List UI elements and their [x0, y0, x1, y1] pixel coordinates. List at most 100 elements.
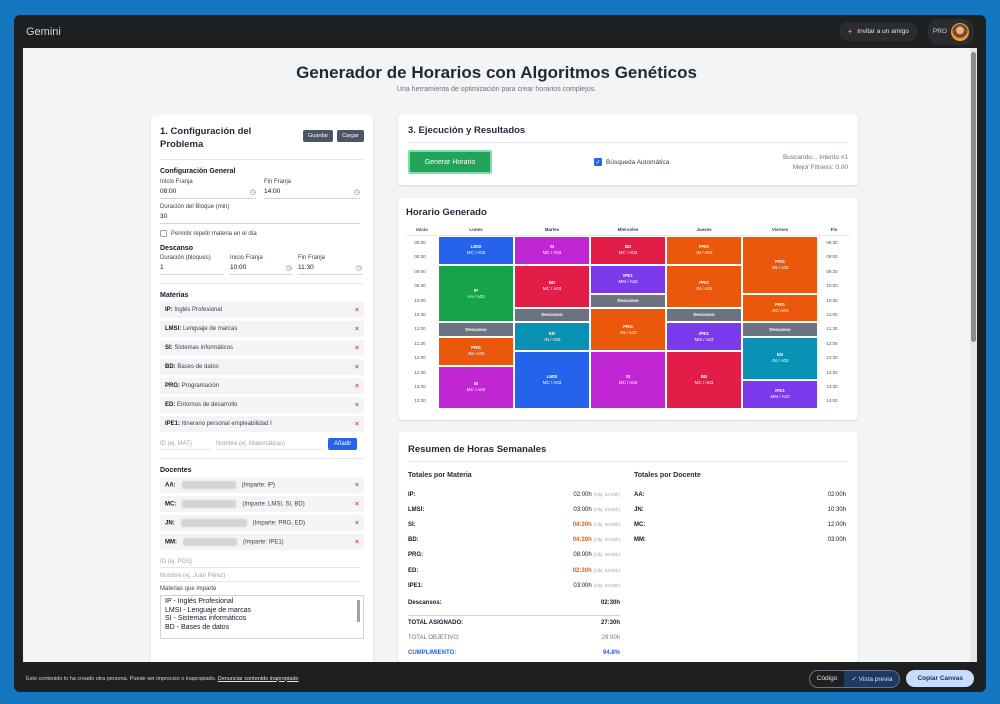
assigned-row: TOTAL ASIGNADO: 27:30h [408, 616, 620, 631]
start-time-cell: 10:00 [414, 297, 426, 303]
subject-item: BD: Bases de datos × [160, 359, 364, 375]
canvas-preview: Generador de Horarios con Algoritmos Gen… [23, 48, 977, 662]
auto-search-checkbox[interactable]: ✓ Búsqueda Automática [594, 158, 669, 166]
invite-friend-button[interactable]: + Invitar a un amigo [838, 22, 918, 41]
block-subject: SI [549, 244, 555, 250]
subject-item: ED: Entornos de desarrollo × [160, 397, 364, 413]
delete-icon[interactable]: × [354, 306, 359, 314]
teaches-option[interactable]: LMSI - Lenguaje de marcas [165, 606, 251, 614]
invite-label: Invitar a un amigo [857, 28, 909, 35]
block-subject: LMSI [470, 244, 482, 250]
scrollbar-thumb[interactable] [971, 52, 976, 342]
delete-icon[interactable]: × [354, 401, 359, 409]
subject-item: IPE1: Itinerario personal empleabilidad … [160, 416, 364, 432]
multiselect-scrollbar[interactable] [357, 600, 360, 622]
subject-target-value: (Obj: 02:00h) [593, 491, 620, 497]
block-teacher-room: JN / A03 [771, 307, 789, 313]
block-teacher-room: JN / A03 [771, 264, 789, 270]
delete-icon[interactable]: × [354, 481, 359, 489]
subject-totals-title: Totales por Materia [408, 472, 472, 479]
pro-label: PRO [932, 28, 947, 35]
block-duration-input[interactable]: 30 [160, 210, 360, 224]
break-start-input[interactable]: 10:00 ◷ [230, 261, 292, 275]
schedule-block: PRG JN / A03 [666, 264, 742, 308]
block-subject: ED [776, 352, 784, 358]
teaches-option[interactable]: IP - Inglés Profesional [165, 598, 234, 605]
generate-schedule-button[interactable]: Generar Horario [408, 150, 492, 174]
subject-total-value: 04:30h [572, 537, 592, 544]
checkbox-box[interactable] [160, 230, 167, 237]
subject-target-value: (Obj: 03:00h) [593, 567, 620, 573]
repeat-subject-checkbox[interactable]: Permitir repetir materia en el día [160, 230, 364, 237]
subject-target-value: (Obj: 03:00h) [593, 506, 620, 512]
block-teacher-room: MC / A03 [694, 379, 714, 385]
save-button[interactable]: Guardar [303, 130, 334, 142]
end-time-cell: 12:30 [826, 355, 838, 361]
clock-icon: ◷ [285, 264, 292, 272]
copy-canvas-button[interactable]: Copiar Canvas [906, 670, 974, 687]
schedule-block: BD MC / A03 [590, 236, 666, 265]
subject-target-value: (Obj: 03:00h) [593, 582, 620, 588]
account-button[interactable]: PRO [927, 18, 974, 45]
teacher-subjects: (Imparte: IP) [241, 482, 276, 489]
preview-tab[interactable]: ✓ Vista previa [844, 670, 900, 687]
block-duration-label: Duración del Bloque (min) [160, 204, 230, 210]
content-notice: Este contenido lo ha creado otra persona… [26, 676, 298, 682]
block-duration-value: 30 [160, 213, 168, 220]
divider [160, 159, 364, 160]
start-time-input[interactable]: 08:00 ◷ [160, 185, 256, 199]
schedule-block: PRG JN / A03 [666, 236, 742, 265]
summary-card: Resumen de Horas Semanales Totales por M… [398, 432, 858, 662]
notice-text: Este contenido lo ha creado otra persona… [26, 675, 217, 682]
start-time-cell: 09:30 [414, 283, 426, 289]
subject-target-value: (Obj: 05:00h) [593, 537, 620, 543]
teaches-option[interactable]: BD - Bases de datos [165, 623, 230, 631]
code-tab[interactable]: Código [816, 674, 838, 682]
load-button[interactable]: Cargar [337, 130, 364, 142]
schedule-card: Horario Generado Inicio Lunes Martes Miérco… [398, 198, 858, 420]
subject-total-row: LMSI: 03:00h (Obj: 03:00h) [408, 502, 620, 517]
delete-icon[interactable]: × [354, 363, 359, 371]
plus-icon: + [847, 27, 853, 36]
delete-icon[interactable]: × [354, 325, 359, 333]
teacher-id-input[interactable]: ID (ej. PDS) [160, 556, 360, 568]
teacher-subjects: (Imparte: IPE1) [243, 539, 284, 546]
report-link[interactable]: Denunciar contenido inapropiado [217, 675, 299, 682]
break-end-label: Fin Franja [298, 255, 326, 261]
teacher-total-label: MM: [634, 537, 646, 544]
delete-icon[interactable]: × [354, 344, 359, 352]
subject-code: SI: [165, 345, 173, 351]
canvas-scrollbar[interactable] [970, 48, 977, 662]
teacher-item: MC: (Imparte: LMSI, SI, BD) × [160, 496, 364, 512]
compliance-label: CUMPLIMIENTO: [408, 650, 457, 657]
teaches-option[interactable]: SI - Sistemas informáticos [165, 615, 247, 622]
divider [160, 283, 364, 284]
subject-code: IP: [165, 307, 173, 313]
end-time-label: Fin Franja [264, 179, 292, 185]
break-end-input[interactable]: 11:30 ◷ [298, 261, 362, 275]
teaches-multiselect[interactable]: IP - Inglés Profesional LMSI - Lenguaje … [160, 595, 364, 639]
start-time-cell: 12:30 [414, 369, 426, 375]
subject-name: Inglés Profesional [174, 307, 223, 313]
schedule-block: BD MC / A03 [514, 264, 590, 308]
delete-icon[interactable]: × [354, 538, 359, 546]
teachers-title: Docentes [160, 467, 192, 474]
subject-id-input[interactable]: ID (ej. MAT) [160, 438, 212, 450]
end-time-input[interactable]: 14:00 ◷ [264, 185, 360, 199]
block-teacher-room: MM / A03 [618, 279, 638, 285]
break-duration-input[interactable]: 1 [160, 261, 224, 275]
schedule-block: LMSI MC / A03 [514, 351, 590, 409]
delete-icon[interactable]: × [354, 500, 359, 508]
block-teacher-room: MM / A03 [694, 336, 714, 342]
block-teacher-room: MC / A03 [466, 250, 486, 256]
delete-icon[interactable]: × [354, 382, 359, 390]
break-duration-label: Duración (bloques) [160, 255, 211, 261]
delete-icon[interactable]: × [354, 519, 359, 527]
view-toggle[interactable]: Código ✓ Vista previa [808, 669, 901, 688]
teacher-name-input[interactable]: Nombre (ej. Juan Pérez) [160, 570, 360, 582]
delete-icon[interactable]: × [354, 420, 359, 428]
subject-name-input[interactable]: Nombre (ej. Matemáticas) [216, 438, 324, 450]
checkmark-icon[interactable]: ✓ [594, 158, 602, 166]
subject-code: PRG: [165, 383, 180, 389]
add-subject-button[interactable]: Añadir [328, 438, 358, 450]
